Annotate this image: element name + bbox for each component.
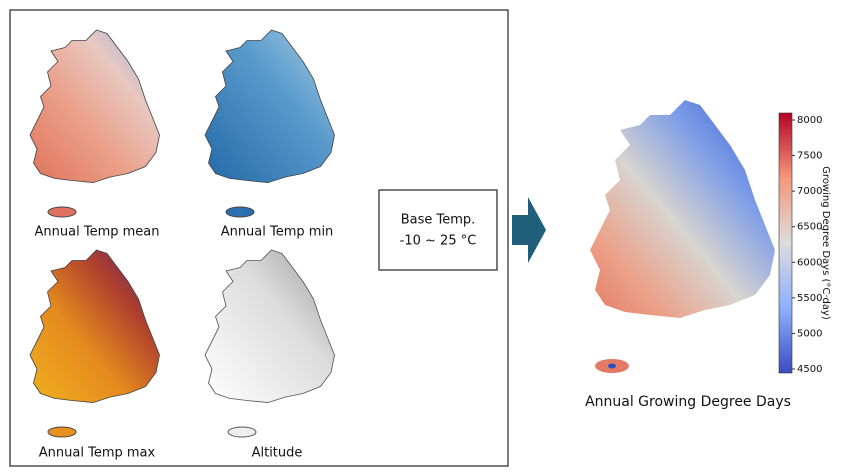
map-mean [29, 29, 160, 218]
output-label: Annual Growing Degree Days [585, 394, 791, 410]
process-box [378, 189, 498, 271]
map-output [590, 100, 775, 373]
map-min [204, 29, 335, 218]
tick-label: 6500 [797, 222, 822, 233]
tick-label: 5500 [797, 293, 822, 304]
tick-label: 6000 [797, 257, 822, 268]
label-max: Annual Temp max [39, 446, 156, 461]
tick-label: 7500 [797, 151, 822, 162]
tick-label: 7000 [797, 186, 822, 197]
process-line2: -10 ~ 25 °C [400, 234, 477, 249]
label-altitude: Altitude [252, 446, 303, 461]
tick-label: 4500 [797, 364, 822, 375]
colorbar-ticks: 8000 7500 7000 6500 6000 5500 5000 4500 [792, 115, 822, 375]
process-line1: Base Temp. [401, 213, 476, 228]
map-altitude [204, 249, 335, 438]
input-frame [9, 9, 509, 467]
colorbar [778, 112, 793, 374]
map-max [29, 249, 160, 438]
arrow [512, 197, 546, 263]
label-min: Annual Temp min [221, 225, 334, 240]
tick-label: 8000 [797, 115, 822, 126]
colorbar-label: Growing Degree Days (°C·day) [820, 166, 831, 320]
tick-label: 5000 [797, 328, 822, 339]
label-mean: Annual Temp mean [35, 225, 160, 240]
